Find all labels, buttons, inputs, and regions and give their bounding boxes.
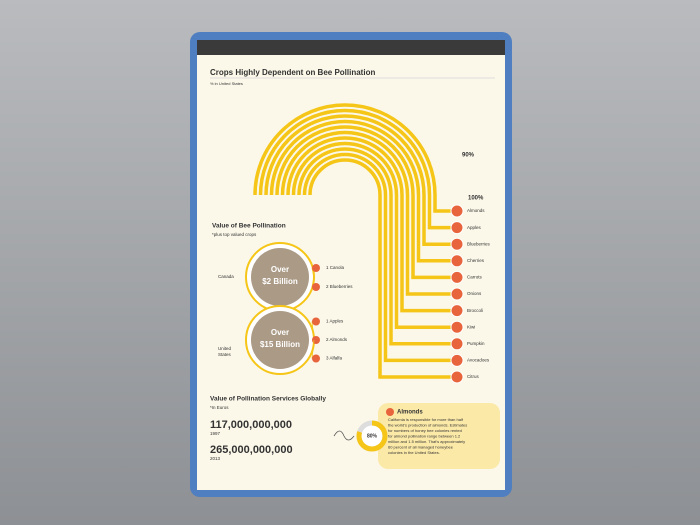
arc [258,108,451,230]
crop-label: Apples [467,225,482,230]
crop-label: Blueberries [467,241,491,246]
crop-label: Kiwi [467,324,475,329]
country-label: United States [218,346,232,357]
subtitle: % in United States [210,81,243,86]
donut-fill [356,420,388,452]
value-title: Value of Bee Pollination [212,223,286,230]
crop-dot [312,283,320,291]
global-year: 1997 [210,431,221,436]
crop-dot [312,354,320,363]
arc [302,152,451,363]
crop-label: Cherries [467,258,485,263]
value-top: Over [271,328,289,337]
almond-text: colonies in the United States. [388,450,440,455]
crop-label: Almonds [467,208,485,213]
crop-label: Carrots [467,275,483,280]
crop-icon [450,270,464,284]
crop-rank: 1 Apples [326,319,344,324]
crop-label: Avocadoes [467,358,490,363]
country-label: Canada [218,274,234,279]
global-amount: 265,000,000,000 [210,444,293,456]
title: Crops Highly Dependent on Bee Pollinatio… [210,68,375,77]
crop-icon [450,370,464,384]
arc [291,141,451,329]
global-title: Value of Pollination Services Globally [210,396,326,403]
value-circle [251,248,309,306]
crop-icon [450,320,464,334]
value-circle [251,311,309,369]
almond-text: million and 1.5 million. That's approxim… [388,439,465,444]
arc [269,119,451,263]
arc [297,147,451,346]
bee-trail [333,430,355,441]
global-amount: 117,000,000,000 [210,419,292,431]
global-year: 2013 [210,456,221,461]
almond-text: the world's production of almonds. Estim… [388,423,467,428]
value-amount: $15 Billion [260,340,300,349]
arc [308,158,451,379]
crop-rank: 1 Canola [326,265,345,270]
crop-icon [450,221,464,235]
connector [311,276,315,288]
almond-text: 60 percent of all managed honeybee [388,445,454,450]
crop-icon [450,353,464,367]
donut-label: 80% [367,433,378,439]
crop-rank: 2 Almonds [326,337,348,342]
almond-text: for almond pollination range between 1.2 [388,434,461,439]
almond-text: for numbers of honey bee colonies rented [388,428,462,433]
connector [311,339,315,359]
label-90: 90% [462,153,475,159]
value-amount: $2 Billion [262,277,298,286]
crop-label: Broccoli [467,308,483,313]
crop-icon [450,287,464,301]
crop-icon [450,204,464,218]
crop-rank: 3 Alfalfa [326,356,343,361]
crop-dot [312,264,320,272]
arc [280,130,451,296]
almond-text: California is responsible for more than … [388,417,464,422]
value-note: *plus top valued crops [212,232,257,237]
crop-icon [450,304,464,318]
almond-title: Almonds [397,410,423,416]
arc [253,103,451,213]
crop-icon [450,337,464,351]
arc [264,114,451,246]
crop-dot [312,336,320,344]
almond-icon [386,408,394,416]
label-100: 100% [468,196,484,202]
crop-icon [450,237,464,251]
almond-card [378,403,500,469]
arc [286,136,451,313]
value-top: Over [271,265,289,274]
crop-label: Citrus [467,374,480,379]
crop-icon [450,254,464,268]
crop-label: Pumpkin [467,341,485,346]
top-bar [197,40,505,55]
arc [275,125,451,280]
crop-rank: 2 Blueberries [326,284,353,289]
global-note: *In Euros [210,405,229,410]
crop-dot [312,317,320,326]
crop-label: Onions [467,291,482,296]
